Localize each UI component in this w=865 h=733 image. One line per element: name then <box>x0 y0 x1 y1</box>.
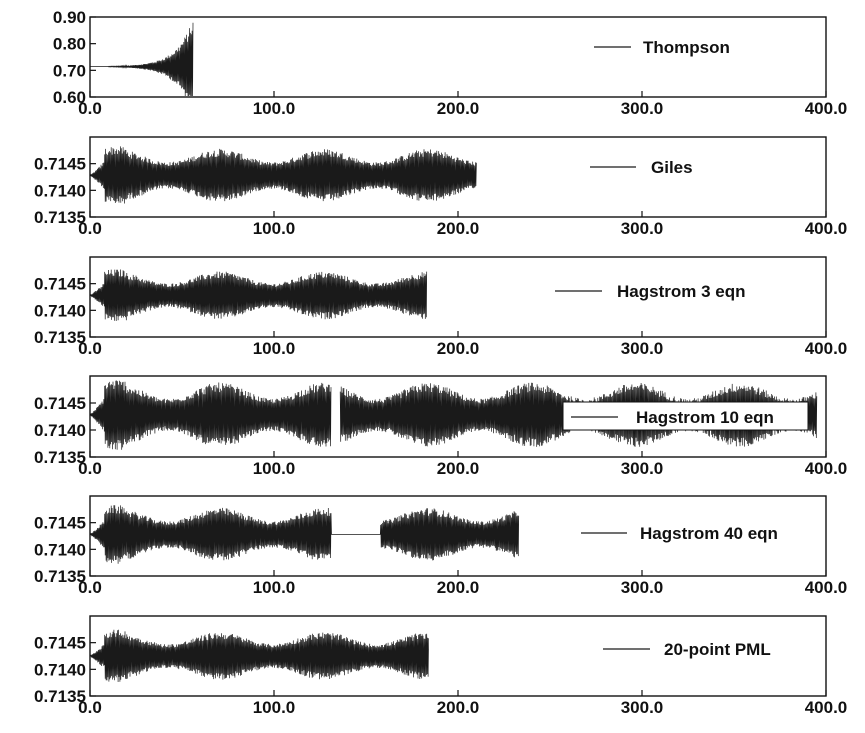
y-tick-label: 0.70 <box>53 61 86 80</box>
y-tick-label: 0.7140 <box>34 421 86 440</box>
x-tick-label: 400.0 <box>805 698 848 717</box>
x-tick-label: 400.0 <box>805 578 848 597</box>
legend-label: Hagstrom 3 eqn <box>617 282 745 301</box>
y-tick-label: 0.7140 <box>34 660 86 679</box>
x-tick-label: 300.0 <box>621 99 664 118</box>
y-tick-label: 0.80 <box>53 35 86 54</box>
x-tick-label: 100.0 <box>253 698 296 717</box>
legend-label: Hagstrom 40 eqn <box>640 524 778 543</box>
series-trace-thompson <box>90 22 194 97</box>
chart-panel-4: 0.0 100.0 200.0 300.0 400.0 0.7145 0.7140 0.713… <box>34 375 848 478</box>
y-tick-label: 0.7145 <box>34 634 86 653</box>
x-tick-label: 0.0 <box>78 698 102 717</box>
y-tick-label: 0.7135 <box>34 687 86 706</box>
y-tick-label: 0.7140 <box>34 540 86 559</box>
chart-panel-2: 0.0 100.0 200.0 300.0 400.0 0.7145 0.7140 0.713… <box>34 136 848 238</box>
y-tick-label: 0.90 <box>53 8 86 27</box>
x-tick-label: 400.0 <box>805 219 848 238</box>
series-trace-hagstrom-3-eqn <box>89 269 428 322</box>
x-tick-label: 300.0 <box>621 219 664 238</box>
y-tick-label: 0.7140 <box>34 301 86 320</box>
y-tick-label: 0.7145 <box>34 394 86 413</box>
legend-box <box>562 401 809 431</box>
y-tick-label: 0.7145 <box>34 275 86 294</box>
series-trace-20-point-pml <box>89 629 429 683</box>
x-tick-label: 100.0 <box>253 219 296 238</box>
y-tick-label: 0.7145 <box>34 155 86 174</box>
y-tick-label: 0.7135 <box>34 208 86 227</box>
plot-frame <box>89 16 827 98</box>
x-tick-label: 200.0 <box>437 459 480 478</box>
series-trace-giles <box>89 146 477 204</box>
x-tick-label: 100.0 <box>253 459 296 478</box>
chart-panel-1: 0.0 100.0 200.0 300.0 400.0 0.90 0.80 0.70 0.60 T… <box>53 8 847 118</box>
x-tick-label: 200.0 <box>437 578 480 597</box>
y-tick-label: 0.7135 <box>34 567 86 586</box>
x-tick-label: 0.0 <box>78 578 102 597</box>
y-tick-label: 0.7135 <box>34 448 86 467</box>
x-tick-label: 0.0 <box>78 459 102 478</box>
x-tick-label: 300.0 <box>621 339 664 358</box>
y-tick-label: 0.7140 <box>34 181 86 200</box>
x-tick-label: 0.0 <box>78 219 102 238</box>
legend-label: Giles <box>651 158 693 177</box>
x-tick-label: 100.0 <box>253 578 296 597</box>
x-tick-label: 400.0 <box>805 99 848 118</box>
y-tick-label: 0.60 <box>53 88 86 107</box>
x-tick-label: 200.0 <box>437 698 480 717</box>
x-tick-label: 300.0 <box>621 459 664 478</box>
legend-label: Hagstrom 10 eqn <box>636 408 774 427</box>
chart-panel-3: 0.0 100.0 200.0 300.0 400.0 0.7145 0.7140 0.713… <box>34 256 848 358</box>
x-tick-label: 0.0 <box>78 339 102 358</box>
legend-label: 20-point PML <box>664 640 771 659</box>
x-tick-label: 200.0 <box>437 339 480 358</box>
series-trace-hagstrom-40-eqn <box>89 505 520 564</box>
chart-panel-6: 0.0 100.0 200.0 300.0 400.0 0.7145 0.7140 0.713… <box>34 615 848 717</box>
x-tick-label: 300.0 <box>621 578 664 597</box>
x-tick-label: 100.0 <box>253 99 296 118</box>
x-tick-label: 0.0 <box>78 99 102 118</box>
y-tick-label: 0.7145 <box>34 514 86 533</box>
x-tick-label: 300.0 <box>621 698 664 717</box>
x-tick-label: 200.0 <box>437 219 480 238</box>
legend-label: Thompson <box>643 38 730 57</box>
chart-panel-5: 0.0 100.0 200.0 300.0 400.0 0.7145 0.7140 0.713… <box>34 495 848 597</box>
x-tick-label: 200.0 <box>437 99 480 118</box>
x-tick-label: 400.0 <box>805 459 848 478</box>
x-tick-label: 400.0 <box>805 339 848 358</box>
y-tick-label: 0.7135 <box>34 328 86 347</box>
x-tick-label: 100.0 <box>253 339 296 358</box>
